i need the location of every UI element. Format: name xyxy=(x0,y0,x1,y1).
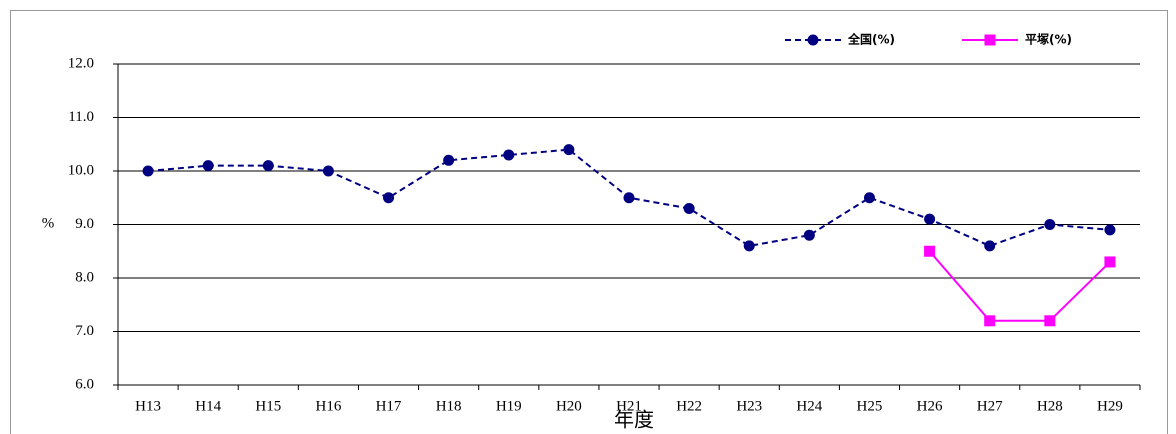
x-tick-label: H28 xyxy=(1037,398,1063,414)
data-point xyxy=(202,160,214,172)
y-tick-label: 12.0 xyxy=(68,55,94,71)
y-tick-label: 9.0 xyxy=(75,216,94,232)
data-point xyxy=(984,240,996,252)
data-point xyxy=(803,229,815,241)
x-tick-label: H17 xyxy=(376,398,402,414)
data-point xyxy=(322,165,334,177)
y-tick-label: 8.0 xyxy=(75,269,94,285)
x-tick-label: H16 xyxy=(315,398,341,414)
chart-border xyxy=(10,10,1168,434)
data-point xyxy=(863,192,875,204)
data-point xyxy=(262,160,274,172)
legend-marker xyxy=(807,34,819,46)
x-tick-label: H13 xyxy=(135,398,161,414)
x-tick-label: H29 xyxy=(1097,398,1123,414)
data-point xyxy=(142,165,154,177)
y-tick-label: 7.0 xyxy=(75,323,94,339)
legend-label: 全国(%) xyxy=(847,32,895,47)
legend-marker xyxy=(984,34,996,46)
x-tick-label: H20 xyxy=(556,398,582,414)
x-tick-label: H27 xyxy=(977,398,1003,414)
x-tick-label: H19 xyxy=(496,398,522,414)
data-point xyxy=(503,149,515,161)
y-tick-label: 11.0 xyxy=(68,109,94,125)
data-point xyxy=(924,213,936,225)
data-point xyxy=(1044,219,1056,230)
legend-label: 平塚(%) xyxy=(1025,33,1072,47)
x-tick-label: H15 xyxy=(255,398,281,414)
data-point xyxy=(623,192,635,204)
legend: 全国(%) 平塚(%) xyxy=(785,32,1072,47)
y-axis-label: % xyxy=(42,215,55,231)
x-tick-label: H14 xyxy=(195,398,221,414)
data-point xyxy=(984,315,996,327)
y-tick-label: 10.0 xyxy=(68,162,94,178)
data-point xyxy=(924,245,936,257)
x-tick-label: H23 xyxy=(736,398,762,414)
data-point xyxy=(443,154,455,166)
x-tick-label: H21 xyxy=(616,398,642,414)
y-tick-label: 6.0 xyxy=(75,376,94,392)
data-point xyxy=(1104,224,1116,236)
data-point xyxy=(1044,315,1056,327)
x-tick-label: H22 xyxy=(676,398,702,414)
x-axis-label: 年度 xyxy=(614,409,654,432)
x-tick-label: H25 xyxy=(857,398,883,414)
data-point xyxy=(743,240,755,252)
series-line xyxy=(928,250,1111,322)
data-point xyxy=(683,202,695,214)
x-tick-label: H24 xyxy=(796,398,822,414)
x-tick-label: H26 xyxy=(917,398,943,414)
data-point xyxy=(563,144,575,156)
data-point xyxy=(383,192,395,204)
x-tick-label: H18 xyxy=(436,398,462,414)
data-point xyxy=(1104,256,1116,268)
